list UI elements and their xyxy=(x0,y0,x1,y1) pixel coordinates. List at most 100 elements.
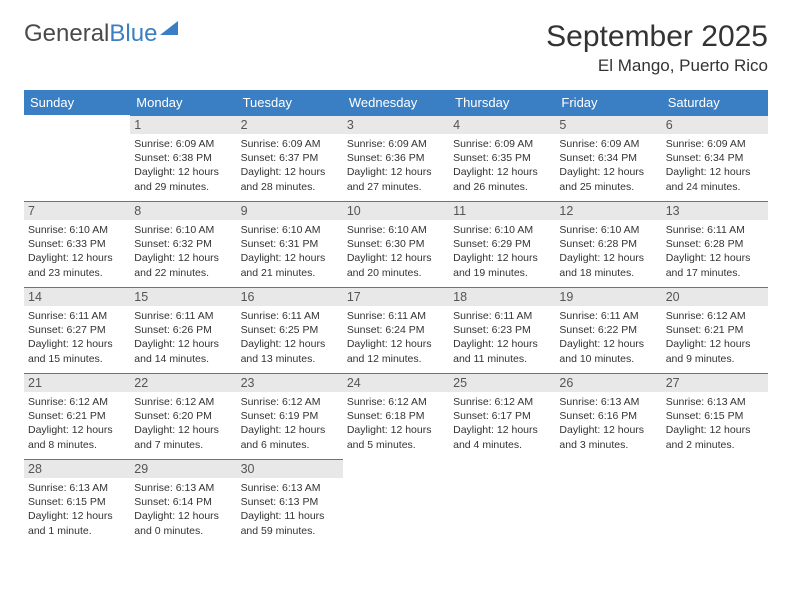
calendar-day-cell: 1 Sunrise: 6:09 AMSunset: 6:38 PMDaylight… xyxy=(130,115,236,201)
sunrise-text: Sunrise: 6:12 AM xyxy=(134,395,232,409)
day-number: 1 xyxy=(130,116,236,134)
daylight-text: and 17 minutes. xyxy=(666,266,764,280)
sunset-text: Sunset: 6:30 PM xyxy=(347,237,445,251)
sunrise-text: Sunrise: 6:11 AM xyxy=(559,309,657,323)
calendar-empty-cell xyxy=(662,459,768,545)
weekday-header: Monday xyxy=(130,90,236,115)
calendar-day-cell: 3Sunrise: 6:09 AMSunset: 6:36 PMDaylight… xyxy=(343,115,449,201)
calendar-day-cell: 28Sunrise: 6:13 AMSunset: 6:15 PMDayligh… xyxy=(24,459,130,545)
sunset-text: Sunset: 6:14 PM xyxy=(134,495,232,509)
daylight-text: Daylight: 12 hours xyxy=(28,423,126,437)
day-number: 24 xyxy=(343,374,449,392)
daylight-text: and 23 minutes. xyxy=(28,266,126,280)
weekday-header: Friday xyxy=(555,90,661,115)
daylight-text: and 8 minutes. xyxy=(28,438,126,452)
page-header: GeneralBlue September 2025 El Mango, Pue… xyxy=(24,20,768,76)
day-number: 19 xyxy=(555,288,661,306)
daylight-text: and 19 minutes. xyxy=(453,266,551,280)
sunset-text: Sunset: 6:38 PM xyxy=(134,151,232,165)
sunset-text: Sunset: 6:36 PM xyxy=(347,151,445,165)
day-number: 7 xyxy=(24,202,130,220)
sunset-text: Sunset: 6:23 PM xyxy=(453,323,551,337)
sunrise-text: Sunrise: 6:11 AM xyxy=(241,309,339,323)
sunrise-text: Sunrise: 6:10 AM xyxy=(28,223,126,237)
day-info: Sunrise: 6:13 AMSunset: 6:13 PMDaylight:… xyxy=(241,481,339,538)
sunrise-text: Sunrise: 6:09 AM xyxy=(134,137,232,151)
day-info: Sunrise: 6:12 AMSunset: 6:21 PMDaylight:… xyxy=(666,309,764,366)
day-info: Sunrise: 6:12 AMSunset: 6:21 PMDaylight:… xyxy=(28,395,126,452)
weekday-header: Tuesday xyxy=(237,90,343,115)
sunset-text: Sunset: 6:17 PM xyxy=(453,409,551,423)
calendar-empty-cell xyxy=(449,459,555,545)
logo-triangle-icon xyxy=(160,21,178,35)
daylight-text: and 18 minutes. xyxy=(559,266,657,280)
sunset-text: Sunset: 6:24 PM xyxy=(347,323,445,337)
sunset-text: Sunset: 6:19 PM xyxy=(241,409,339,423)
day-number: 4 xyxy=(449,116,555,134)
calendar-day-cell: 24Sunrise: 6:12 AMSunset: 6:18 PMDayligh… xyxy=(343,373,449,459)
daylight-text: Daylight: 12 hours xyxy=(666,423,764,437)
calendar-week-row: 7Sunrise: 6:10 AMSunset: 6:33 PMDaylight… xyxy=(24,201,768,287)
daylight-text: Daylight: 12 hours xyxy=(241,337,339,351)
sunset-text: Sunset: 6:34 PM xyxy=(559,151,657,165)
sunset-text: Sunset: 6:28 PM xyxy=(559,237,657,251)
day-info: Sunrise: 6:10 AMSunset: 6:28 PMDaylight:… xyxy=(559,223,657,280)
sunset-text: Sunset: 6:16 PM xyxy=(559,409,657,423)
daylight-text: and 29 minutes. xyxy=(134,180,232,194)
calendar-day-cell: 17Sunrise: 6:11 AMSunset: 6:24 PMDayligh… xyxy=(343,287,449,373)
daylight-text: Daylight: 12 hours xyxy=(347,251,445,265)
sunrise-text: Sunrise: 6:11 AM xyxy=(347,309,445,323)
daylight-text: and 15 minutes. xyxy=(28,352,126,366)
calendar-day-cell: 29Sunrise: 6:13 AMSunset: 6:14 PMDayligh… xyxy=(130,459,236,545)
daylight-text: and 21 minutes. xyxy=(241,266,339,280)
calendar-day-cell: 12 Sunrise: 6:10 AMSunset: 6:28 PMDayligh… xyxy=(555,201,661,287)
sunset-text: Sunset: 6:22 PM xyxy=(559,323,657,337)
daylight-text: and 28 minutes. xyxy=(241,180,339,194)
day-info: Sunrise: 6:12 AMSunset: 6:17 PMDaylight:… xyxy=(453,395,551,452)
sunset-text: Sunset: 6:34 PM xyxy=(666,151,764,165)
daylight-text: Daylight: 12 hours xyxy=(28,251,126,265)
calendar-day-cell: 4Sunrise: 6:09 AMSunset: 6:35 PMDaylight… xyxy=(449,115,555,201)
daylight-text: and 9 minutes. xyxy=(666,352,764,366)
daylight-text: and 10 minutes. xyxy=(559,352,657,366)
day-number: 29 xyxy=(130,460,236,478)
calendar-day-cell: 25Sunrise: 6:12 AMSunset: 6:17 PMDayligh… xyxy=(449,373,555,459)
title-block: September 2025 El Mango, Puerto Rico xyxy=(546,20,768,76)
calendar-head: SundayMondayTuesdayWednesdayThursdayFrid… xyxy=(24,90,768,115)
calendar-body: 1Sunrise: 6:09 AMSunset: 6:38 PMDaylight… xyxy=(24,115,768,545)
calendar-day-cell: 22Sunrise: 6:12 AMSunset: 6:20 PMDayligh… xyxy=(130,373,236,459)
sunrise-text: Sunrise: 6:13 AM xyxy=(559,395,657,409)
sunrise-text: Sunrise: 6:09 AM xyxy=(453,137,551,151)
calendar-day-cell: 18Sunrise: 6:11 AMSunset: 6:23 PMDayligh… xyxy=(449,287,555,373)
sunrise-text: Sunrise: 6:09 AM xyxy=(241,137,339,151)
calendar-day-cell: 13Sunrise: 6:11 AMSunset: 6:28 PMDayligh… xyxy=(662,201,768,287)
day-number: 5 xyxy=(555,116,661,134)
sunset-text: Sunset: 6:21 PM xyxy=(666,323,764,337)
sunset-text: Sunset: 6:15 PM xyxy=(28,495,126,509)
calendar-week-row: 21Sunrise: 6:12 AMSunset: 6:21 PMDayligh… xyxy=(24,373,768,459)
day-number: 13 xyxy=(662,202,768,220)
day-info: Sunrise: 6:13 AMSunset: 6:15 PMDaylight:… xyxy=(666,395,764,452)
sunset-text: Sunset: 6:33 PM xyxy=(28,237,126,251)
weekday-header: Wednesday xyxy=(343,90,449,115)
sunset-text: Sunset: 6:21 PM xyxy=(28,409,126,423)
calendar-day-cell: 5Sunrise: 6:09 AMSunset: 6:34 PMDaylight… xyxy=(555,115,661,201)
day-info: Sunrise: 6:10 AMSunset: 6:32 PMDaylight:… xyxy=(134,223,232,280)
sunrise-text: Sunrise: 6:10 AM xyxy=(347,223,445,237)
day-info: Sunrise: 6:10 AMSunset: 6:29 PMDaylight:… xyxy=(453,223,551,280)
sunrise-text: Sunrise: 6:11 AM xyxy=(666,223,764,237)
day-number: 12 xyxy=(555,202,661,220)
daylight-text: Daylight: 12 hours xyxy=(347,165,445,179)
sunset-text: Sunset: 6:32 PM xyxy=(134,237,232,251)
calendar-day-cell: 9Sunrise: 6:10 AMSunset: 6:31 PMDaylight… xyxy=(237,201,343,287)
daylight-text: Daylight: 12 hours xyxy=(241,165,339,179)
daylight-text: and 59 minutes. xyxy=(241,524,339,538)
daylight-text: Daylight: 12 hours xyxy=(453,337,551,351)
day-number: 16 xyxy=(237,288,343,306)
day-number: 18 xyxy=(449,288,555,306)
daylight-text: Daylight: 12 hours xyxy=(134,165,232,179)
sunrise-text: Sunrise: 6:10 AM xyxy=(134,223,232,237)
daylight-text: Daylight: 12 hours xyxy=(666,251,764,265)
day-number: 22 xyxy=(130,374,236,392)
sunrise-text: Sunrise: 6:13 AM xyxy=(666,395,764,409)
